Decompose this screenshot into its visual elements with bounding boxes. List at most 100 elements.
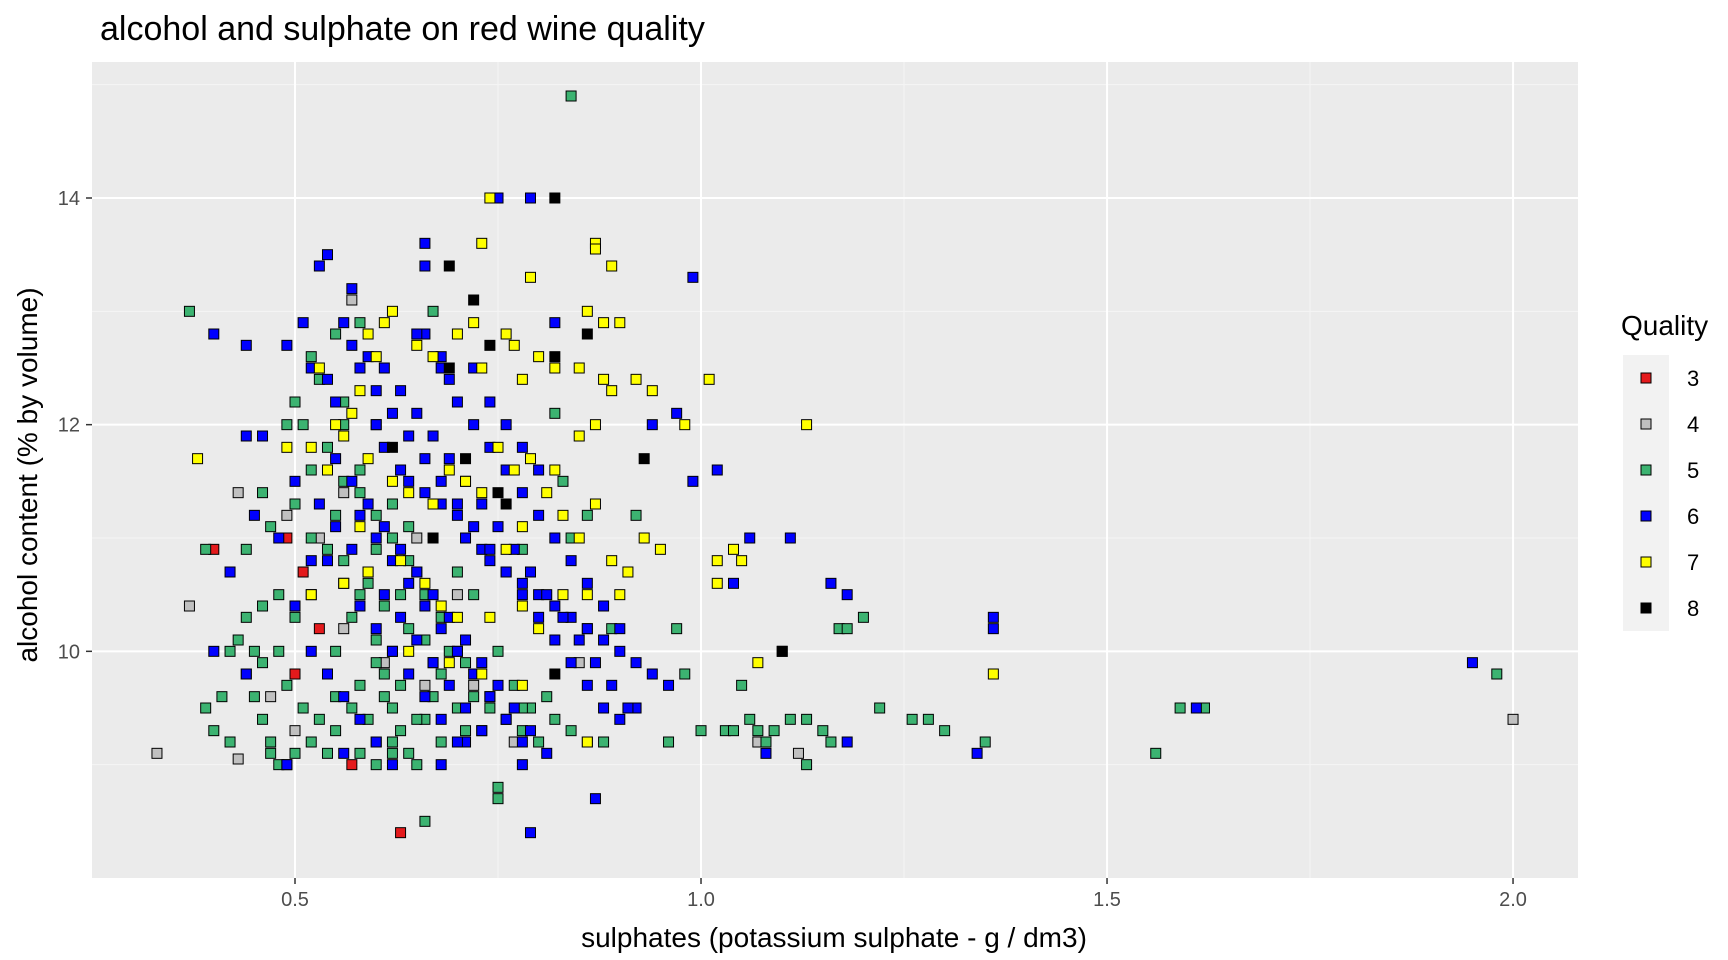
data-point-quality-8: [468, 294, 480, 306]
data-point-quality-8: [443, 362, 455, 374]
y-tick-label: 12: [58, 415, 80, 437]
data-point-quality-5: [265, 747, 277, 759]
data-point-quality-7: [403, 487, 415, 499]
legend-title: Quality: [1621, 310, 1708, 341]
data-point-quality-7: [581, 589, 593, 601]
data-point-quality-5: [265, 521, 277, 533]
data-point-quality-5: [419, 815, 431, 827]
data-point-quality-7: [338, 577, 350, 589]
data-point-quality-4: [289, 725, 301, 737]
data-point-quality-7: [727, 543, 739, 555]
data-point-quality-6: [338, 317, 350, 329]
data-point-quality-6: [224, 566, 236, 578]
data-point-quality-6: [476, 657, 488, 669]
data-point-quality-5: [257, 600, 269, 612]
data-point-quality-6: [492, 521, 504, 533]
data-point-quality-5: [289, 396, 301, 408]
data-point-quality-4: [232, 753, 244, 765]
data-point-quality-7: [573, 362, 585, 374]
data-point-quality-5: [330, 645, 342, 657]
data-point-quality-5: [224, 736, 236, 748]
data-point-quality-6: [524, 725, 536, 737]
data-point-quality-7: [476, 237, 488, 249]
data-point-quality-5: [533, 736, 545, 748]
data-point-quality-6: [378, 362, 390, 374]
data-point-quality-6: [744, 532, 756, 544]
data-point-quality-5: [321, 441, 333, 453]
data-point-quality-5: [265, 736, 277, 748]
data-point-quality-7: [557, 589, 569, 601]
data-point-quality-5: [370, 657, 382, 669]
data-point-quality-5: [549, 713, 561, 725]
data-point-quality-5: [386, 498, 398, 510]
y-axis-label: alcohol content (% by volume): [12, 287, 43, 662]
data-point-quality-3: [297, 566, 309, 578]
data-point-quality-6: [549, 532, 561, 544]
data-point-quality-5: [679, 668, 691, 680]
data-point-quality-6: [614, 623, 626, 635]
data-point-quality-5: [370, 543, 382, 555]
data-point-quality-6: [346, 475, 358, 487]
data-point-quality-6: [411, 407, 423, 419]
data-point-quality-6: [541, 747, 553, 759]
data-point-quality-5: [305, 736, 317, 748]
data-point-quality-6: [606, 679, 618, 691]
data-point-quality-5: [378, 668, 390, 680]
data-point-quality-5: [435, 668, 447, 680]
data-point-quality-6: [370, 736, 382, 748]
data-point-quality-5: [671, 623, 683, 635]
data-point-quality-4: [338, 623, 350, 635]
x-tick-label: 1.5: [1093, 889, 1121, 911]
data-point-quality-6: [614, 645, 626, 657]
data-point-quality-5: [370, 509, 382, 521]
data-point-quality-6: [370, 419, 382, 431]
data-point-quality-6: [614, 713, 626, 725]
data-point-quality-6: [524, 566, 536, 578]
data-point-quality-5: [321, 747, 333, 759]
data-point-quality-5: [248, 691, 260, 703]
data-point-quality-7: [516, 373, 528, 385]
data-point-quality-7: [711, 577, 723, 589]
data-point-quality-5: [224, 645, 236, 657]
data-point-quality-5: [939, 725, 951, 737]
data-point-quality-7: [321, 464, 333, 476]
x-tick-label: 2.0: [1499, 889, 1527, 911]
data-point-quality-6: [557, 611, 569, 623]
data-point-quality-6: [581, 577, 593, 589]
data-point-quality-6: [362, 498, 374, 510]
data-point-quality-5: [216, 691, 228, 703]
data-point-quality-6: [987, 611, 999, 623]
data-point-quality-6: [354, 362, 366, 374]
data-point-quality-5: [768, 725, 780, 737]
data-point-quality-6: [484, 396, 496, 408]
data-point-quality-5: [922, 713, 934, 725]
data-point-quality-5: [395, 679, 407, 691]
data-point-quality-7: [435, 600, 447, 612]
data-point-quality-5: [492, 793, 504, 805]
data-point-quality-6: [395, 464, 407, 476]
data-point-quality-6: [257, 430, 269, 442]
legend-label-quality-4: 4: [1687, 412, 1699, 437]
data-point-quality-8: [549, 668, 561, 680]
data-point-quality-6: [411, 634, 423, 646]
data-point-quality-4: [468, 679, 480, 691]
data-point-quality-5: [240, 543, 252, 555]
data-point-quality-7: [508, 464, 520, 476]
data-point-quality-6: [330, 396, 342, 408]
data-point-quality-7: [451, 611, 463, 623]
legend-label-quality-6: 6: [1687, 504, 1699, 529]
data-point-quality-5: [183, 305, 195, 317]
data-point-quality-6: [338, 747, 350, 759]
data-point-quality-7: [987, 668, 999, 680]
data-point-quality-5: [386, 747, 398, 759]
data-point-quality-5: [549, 407, 561, 419]
data-point-quality-7: [581, 305, 593, 317]
data-point-quality-7: [801, 419, 813, 431]
data-point-quality-6: [533, 611, 545, 623]
data-point-quality-6: [524, 827, 536, 839]
data-point-quality-6: [338, 691, 350, 703]
data-point-quality-5: [354, 747, 366, 759]
data-point-quality-5: [248, 645, 260, 657]
data-point-quality-6: [419, 691, 431, 703]
data-point-quality-6: [541, 589, 553, 601]
